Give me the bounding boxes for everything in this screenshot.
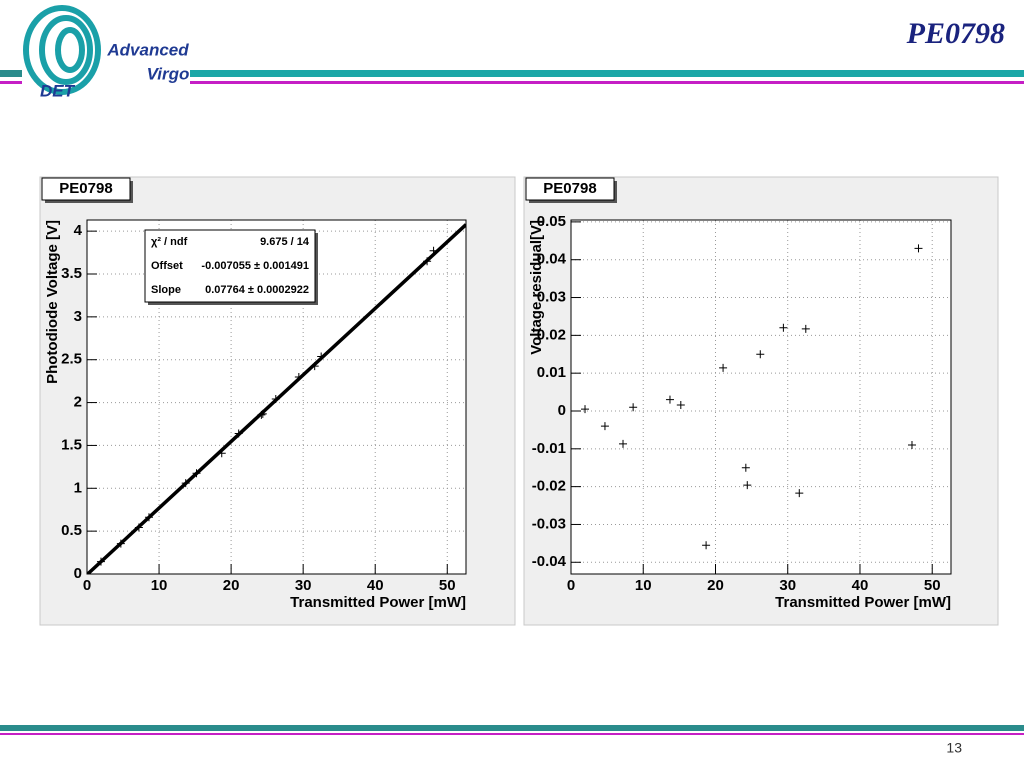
data-point <box>257 410 266 419</box>
y-tick-label: 3 <box>74 308 82 325</box>
plot-area <box>571 220 951 574</box>
x-tick-label: 40 <box>852 577 869 594</box>
page-number: 13 <box>946 740 962 756</box>
slide-title: PE0798 <box>906 17 1005 50</box>
logo-text: Virgo <box>147 64 190 83</box>
data-point <box>144 513 153 522</box>
x-tick-label: 40 <box>367 577 384 594</box>
header-bar <box>0 81 22 84</box>
logo-text: DET <box>40 81 76 100</box>
y-tick-label: 4 <box>74 222 83 239</box>
x-tick-label: 30 <box>295 577 312 594</box>
y-tick-label: 0.03 <box>537 289 566 306</box>
x-tick-label: 20 <box>223 577 240 594</box>
data-point <box>756 350 765 359</box>
logo-text: Advanced <box>106 40 189 59</box>
data-point <box>600 422 609 431</box>
stats-value: 0.07764 ± 0.0002922 <box>205 284 309 296</box>
y-tick-label: 2 <box>74 394 82 411</box>
y-tick-label: 0.01 <box>537 364 566 381</box>
data-point <box>795 489 804 498</box>
stats-value: -0.007055 ± 0.001491 <box>201 260 309 272</box>
header-bar <box>0 70 22 77</box>
fit-line <box>87 223 466 574</box>
x-tick-label: 50 <box>924 577 941 594</box>
data-point <box>581 405 590 414</box>
data-point <box>217 449 226 458</box>
data-point <box>423 257 432 266</box>
stats-value: 9.675 / 14 <box>260 236 310 248</box>
data-point <box>258 409 267 418</box>
chart-title: PE0798 <box>543 180 596 197</box>
x-tick-label: 10 <box>635 577 652 594</box>
x-tick-label: 30 <box>779 577 796 594</box>
y-tick-label: -0.03 <box>532 515 566 532</box>
y-tick-label: 0.04 <box>537 251 567 268</box>
footer-bar <box>0 733 1024 735</box>
y-tick-label: 1 <box>74 479 82 496</box>
data-point <box>719 363 728 372</box>
data-point <box>801 324 810 333</box>
footer-bar <box>0 725 1024 731</box>
y-tick-label: 0.5 <box>61 522 82 539</box>
plot-frame <box>570 219 952 575</box>
data-point <box>96 557 105 566</box>
data-point <box>294 373 303 382</box>
title-box <box>41 177 131 201</box>
data-point <box>134 523 143 532</box>
chart-title: PE0798 <box>59 180 112 197</box>
data-point <box>702 541 711 550</box>
data-point <box>743 481 752 490</box>
data-point <box>234 429 243 438</box>
y-tick-label: -0.02 <box>532 478 566 495</box>
y-axis-label: Voltage residual[V] <box>528 220 545 355</box>
data-point <box>192 469 201 478</box>
y-tick-label: 2.5 <box>61 351 82 368</box>
y-tick-label: 1.5 <box>61 436 82 453</box>
y-tick-label: 0 <box>74 565 82 582</box>
x-tick-label: 0 <box>567 577 575 594</box>
y-tick-label: 3.5 <box>61 265 82 282</box>
x-tick-label: 50 <box>439 577 456 594</box>
y-tick-label: 0 <box>558 402 566 419</box>
data-point <box>914 244 923 253</box>
y-tick-label: -0.04 <box>532 553 567 570</box>
stats-label: Slope <box>151 284 181 296</box>
data-point <box>629 403 638 412</box>
header-bar <box>190 81 1024 84</box>
stats-label: Offset <box>151 260 183 272</box>
logo <box>23 5 101 95</box>
data-point <box>779 323 788 332</box>
data-point <box>310 362 319 371</box>
data-point <box>741 463 750 472</box>
y-tick-label: -0.01 <box>532 440 566 457</box>
data-point <box>317 352 326 361</box>
title-box <box>525 177 615 201</box>
stats-label: χ² / ndf <box>151 236 188 248</box>
y-tick-label: 0.05 <box>537 213 566 230</box>
y-tick-label: 0.02 <box>537 326 566 343</box>
data-point <box>907 441 916 450</box>
stats-box <box>144 229 316 303</box>
x-tick-label: 0 <box>83 577 91 594</box>
x-tick-label: 10 <box>151 577 168 594</box>
data-point <box>181 479 190 488</box>
x-axis-label: Transmitted Power [mW] <box>290 594 466 611</box>
header-bar <box>190 70 1024 77</box>
x-axis-label: Transmitted Power [mW] <box>775 594 951 611</box>
plot-frame <box>86 219 467 575</box>
data-point <box>116 539 125 548</box>
data-point <box>271 394 280 403</box>
data-point <box>676 400 685 409</box>
x-tick-label: 20 <box>707 577 724 594</box>
data-point <box>429 246 438 255</box>
data-point <box>619 439 628 448</box>
data-point <box>665 395 674 404</box>
y-axis-label: Photodiode Voltage [V] <box>44 220 61 384</box>
